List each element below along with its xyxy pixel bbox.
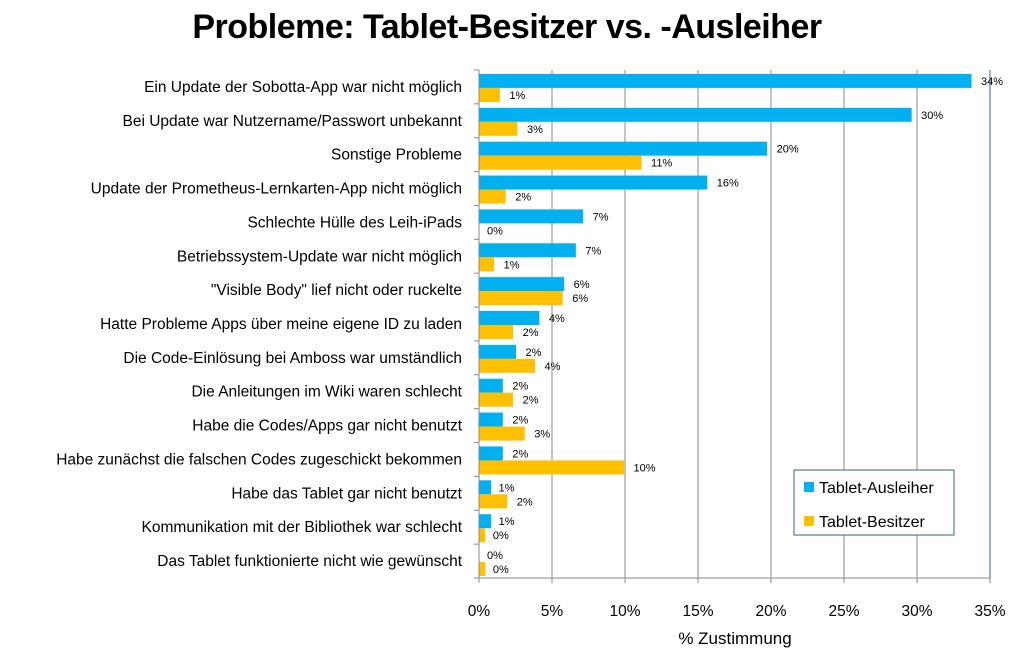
value-label-besitzer: 0% [493, 564, 509, 576]
chart-title: Probleme: Tablet-Besitzer vs. -Ausleiher [192, 8, 822, 46]
x-axis-title: % Zustimmung [678, 629, 791, 648]
bar-besitzer [479, 392, 514, 407]
category-label: Habe die Codes/Apps gar nicht benutzt [192, 418, 462, 435]
x-tick-label: 15% [682, 603, 713, 620]
value-label-ausleiher: 1% [499, 482, 515, 494]
value-label-besitzer: 2% [515, 192, 531, 204]
category-label: Das Tablet funktionierte nicht wie gewün… [157, 553, 462, 570]
bar-ausleiher [479, 446, 503, 461]
bar-ausleiher [479, 480, 492, 495]
category-label: Schlechte Hülle des Leih-iPads [247, 214, 462, 231]
x-tick-label: 25% [828, 603, 859, 620]
bar-ausleiher [479, 175, 708, 190]
value-label-besitzer: 0% [493, 530, 509, 542]
x-tick-label: 5% [541, 603, 564, 620]
bar-ausleiher [479, 107, 912, 122]
bar-besitzer [479, 426, 525, 441]
value-label-ausleiher: 7% [593, 211, 609, 223]
bar-ausleiher [479, 412, 503, 427]
bar-besitzer [479, 325, 514, 339]
legend-swatch-ausleiher [804, 482, 814, 492]
value-label-besitzer: 4% [544, 361, 560, 373]
category-label: Sonstige Probleme [331, 147, 462, 164]
bar-besitzer [479, 528, 486, 543]
value-label-besitzer: 1% [504, 259, 520, 271]
category-label: Kommunikation mit der Bibliothek war sch… [142, 519, 463, 536]
value-label-besitzer: 0% [487, 225, 503, 237]
x-tick-label: 20% [755, 603, 786, 620]
bar-besitzer [479, 291, 563, 306]
bars [479, 73, 972, 577]
bar-besitzer [479, 562, 486, 577]
value-label-ausleiher: 2% [512, 415, 528, 427]
x-tick-label: 30% [901, 603, 932, 620]
value-label-ausleiher: 7% [585, 245, 601, 257]
legend-label-besitzer: Tablet-Besitzer [819, 514, 925, 531]
bar-besitzer [479, 155, 642, 170]
value-label-ausleiher: 2% [512, 381, 528, 393]
value-labels: 34%1%30%3%20%11%16%2%7%0%7%1%6%6%4%2%2%4… [487, 76, 1003, 576]
value-label-besitzer: 1% [509, 90, 525, 102]
bar-ausleiher [479, 277, 565, 292]
bar-besitzer [479, 121, 518, 136]
value-label-ausleiher: 2% [526, 347, 542, 359]
bar-ausleiher [479, 209, 584, 224]
x-tick-labels: 0% 5% 10% 15% 20% 25% 30% 35% [468, 603, 1006, 620]
bar-ausleiher [479, 243, 576, 258]
value-label-besitzer: 2% [517, 496, 533, 508]
bar-besitzer [479, 189, 506, 204]
value-label-besitzer: 3% [527, 124, 543, 136]
bar-besitzer [479, 257, 495, 272]
bar-ausleiher [479, 141, 768, 156]
category-label: Habe zunächst die falschen Codes zugesch… [56, 451, 462, 468]
value-label-ausleiher: 34% [981, 76, 1003, 88]
category-label: Die Anleitungen im Wiki waren schlecht [191, 384, 462, 401]
category-label: Habe das Tablet gar nicht benutzt [231, 485, 462, 502]
value-label-ausleiher: 6% [574, 279, 590, 291]
bar-ausleiher [479, 344, 516, 359]
category-label: Hatte Probleme Apps über meine eigene ID… [100, 316, 462, 333]
bar-ausleiher [479, 514, 492, 529]
bar-ausleiher [479, 311, 540, 325]
value-label-besitzer: 6% [572, 293, 588, 305]
value-label-besitzer: 11% [651, 158, 672, 170]
bar-ausleiher [479, 73, 972, 88]
value-label-besitzer: 2% [523, 327, 539, 339]
category-labels: Ein Update der Sobotta-App war nicht mög… [56, 79, 463, 570]
category-label: "Visible Body" lief nicht oder ruckelte [211, 282, 462, 299]
value-label-ausleiher: 0% [487, 550, 503, 562]
bar-besitzer [479, 87, 500, 102]
axes [474, 69, 991, 583]
category-label: Die Code-Einlösung bei Amboss war umstän… [123, 350, 462, 367]
bar-ausleiher [479, 378, 503, 393]
legend-box [793, 469, 955, 536]
legend-label-ausleiher: Tablet-Ausleiher [819, 480, 934, 497]
value-label-ausleiher: 1% [499, 516, 515, 528]
category-label: Bei Update war Nutzername/Passwort unbek… [123, 113, 463, 130]
category-label: Update der Prometheus-Lernkarten-App nic… [91, 181, 462, 198]
category-label: Ein Update der Sobotta-App war nicht mög… [144, 79, 462, 96]
value-label-besitzer: 2% [523, 395, 539, 407]
x-tick-label: 35% [974, 603, 1005, 620]
legend: Tablet-Ausleiher Tablet-Besitzer [793, 469, 955, 536]
legend-swatch-besitzer [804, 516, 814, 526]
category-label: Betriebssystem-Update war nicht möglich [177, 248, 462, 265]
bar-besitzer [479, 460, 625, 475]
value-label-ausleiher: 30% [921, 110, 943, 122]
bar-besitzer [479, 358, 535, 373]
value-label-ausleiher: 4% [549, 313, 565, 325]
x-tick-label: 10% [609, 603, 640, 620]
value-label-ausleiher: 16% [717, 178, 739, 190]
value-label-ausleiher: 2% [512, 448, 528, 460]
value-label-ausleiher: 20% [777, 144, 799, 156]
x-tick-label: 0% [468, 603, 491, 620]
value-label-besitzer: 10% [634, 462, 656, 474]
value-label-besitzer: 3% [534, 429, 550, 441]
bar-besitzer [479, 494, 508, 509]
